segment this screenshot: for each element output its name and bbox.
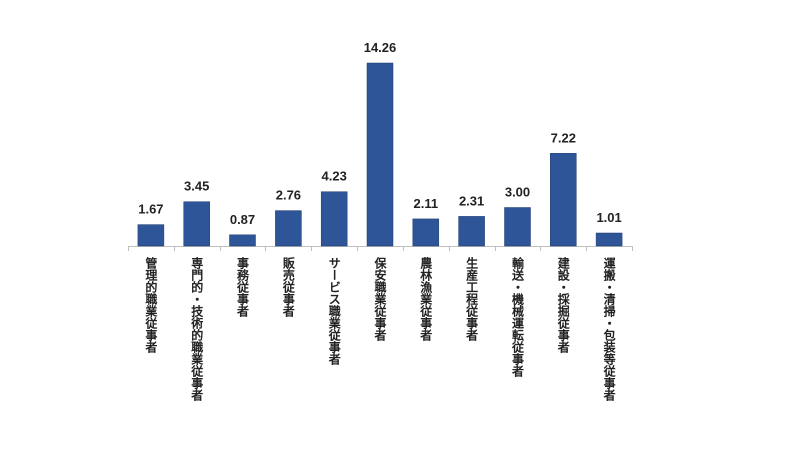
category-label: 事務従事者	[236, 256, 250, 318]
data-label: 3.00	[505, 185, 530, 200]
category-label: 販売従事者	[281, 256, 295, 318]
bars	[137, 62, 623, 247]
category-label: 専門的・技術的職業従事者	[190, 256, 204, 402]
value-labels: 1.67 3.45 0.87 2.76 4.23 14.26 2.11 2.31 3.00 7.2…	[138, 40, 622, 227]
bar	[183, 201, 210, 247]
data-label: 14.26	[364, 40, 397, 55]
data-label: 2.11	[414, 196, 439, 211]
data-label: 4.23	[322, 169, 347, 184]
bar	[412, 218, 440, 247]
data-label: 0.87	[230, 212, 255, 227]
bar	[320, 191, 348, 247]
bar	[595, 232, 623, 247]
category-label: 保安職業従事者	[373, 256, 387, 342]
bar	[458, 216, 485, 247]
category-label: 輸送・機械運転従事者	[511, 256, 525, 378]
bar	[275, 210, 302, 247]
category-label: 建設・採掘従事者	[556, 256, 570, 354]
data-label: 1.67	[138, 202, 163, 217]
bar	[550, 153, 577, 247]
bar	[229, 234, 256, 247]
category-label: 農林漁業従事者	[419, 256, 433, 342]
data-label: 3.45	[184, 179, 209, 194]
bar	[366, 62, 394, 247]
data-label: 1.01	[596, 210, 621, 225]
category-label: 生産工程従事者	[465, 256, 479, 342]
data-label: 7.22	[551, 130, 576, 145]
bar	[137, 224, 165, 247]
category-label: サービス職業従事者	[327, 257, 341, 366]
category-label: 管理的職業従事者	[144, 256, 158, 354]
category-labels: 管理的職業従事者 専門的・技術的職業従事者 事務従事者 販売従事者 サービス職業従事者 保…	[144, 256, 616, 402]
category-label: 運搬・清掃・包装等従事者	[602, 257, 616, 402]
data-label: 2.76	[276, 188, 301, 203]
bar	[504, 207, 531, 247]
data-label: 2.31	[459, 193, 484, 208]
